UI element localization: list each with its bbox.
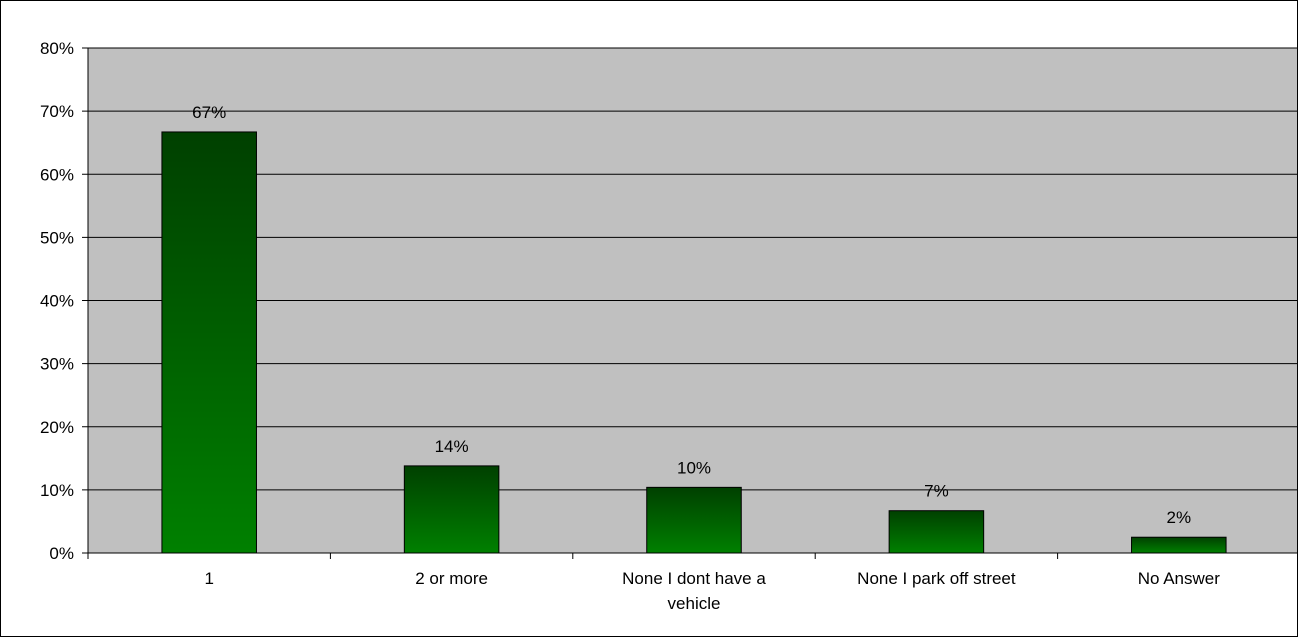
x-category-label-1: 1 [204, 569, 213, 588]
y-tick-label: 20% [40, 418, 74, 437]
y-tick-label: 40% [40, 292, 74, 311]
bar-2 [403, 465, 500, 554]
data-label-5: 2% [1167, 508, 1192, 527]
bar-3 [646, 486, 742, 554]
bar-4 [888, 510, 985, 554]
bar-1 [161, 131, 257, 554]
bar-5 [1131, 536, 1227, 554]
y-axis: 0% 10% 20% 30% 40% 50% 60% 70% 80% [40, 39, 89, 563]
x-axis: 1 2 or more None I dont have a vehicle None … [87, 552, 1298, 613]
y-tick-label: 30% [40, 355, 74, 374]
y-tick-label: 10% [40, 481, 74, 500]
y-tick-label: 60% [40, 165, 74, 184]
data-label-4: 7% [924, 482, 949, 501]
y-tick-label: 80% [40, 39, 74, 58]
x-category-label-4: None I park off street [857, 569, 1016, 588]
y-tick-label: 70% [40, 102, 74, 121]
x-category-label-3: vehicle [668, 594, 721, 613]
x-category-label-2: 2 or more [415, 569, 488, 588]
data-labels: 67% 14% 10% 7% 2% [192, 103, 1191, 527]
x-category-label-5: No Answer [1138, 569, 1221, 588]
x-category-label-3: None I dont have a [622, 569, 766, 588]
bars [161, 131, 1227, 554]
y-tick-label: 50% [40, 228, 74, 247]
data-label-3: 10% [677, 458, 711, 477]
y-tick-label: 0% [49, 544, 74, 563]
data-label-1: 67% [192, 103, 226, 122]
data-label-2: 14% [435, 437, 469, 456]
